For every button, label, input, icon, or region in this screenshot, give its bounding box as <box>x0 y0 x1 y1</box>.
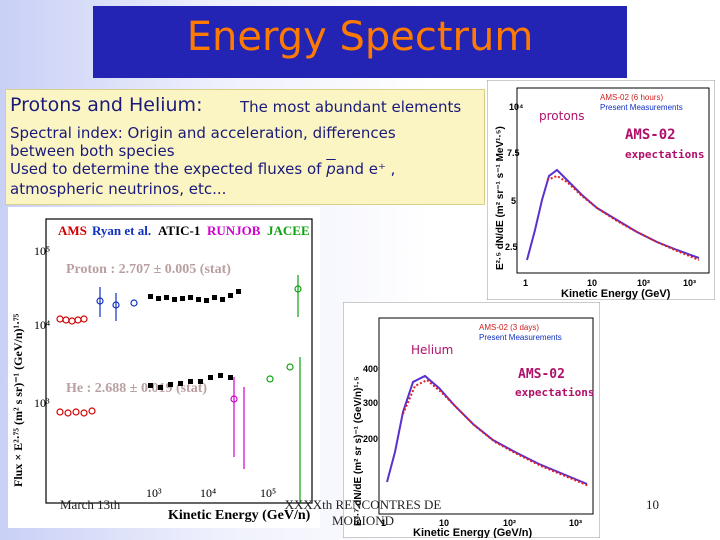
helium-ytick-2: 300 <box>363 398 378 408</box>
legend-atic: ATIC-1 <box>158 223 200 238</box>
proton-ryan-points <box>96 287 138 321</box>
protons-legend-ams02: AMS-02 (6 hours) <box>600 93 663 102</box>
info-line-2: between both species <box>10 142 175 160</box>
info-line-3a: Used to determine the expected fluxes of <box>10 160 322 178</box>
info-heading-sub: The most abundant elements <box>240 98 462 116</box>
helium-legend-present: Present Measurements <box>479 333 562 342</box>
helium-ylabel: E²·⁷ dN/dE (m² sr s)⁻¹ (GeV/n)¹·⁵ <box>353 376 364 526</box>
protons-ytick-4: 2.5 <box>505 242 518 252</box>
info-line-1: Spectral index: Origin and acceleration,… <box>10 124 396 142</box>
info-line-4: atmospheric neutrinos, etc... <box>10 180 227 198</box>
info-line-3b: and e⁺ , <box>335 160 396 178</box>
helium-xtick-4: 10³ <box>569 518 582 528</box>
protons-ams02-sub: expectations <box>625 148 705 161</box>
protons-xtick-3: 10² <box>637 278 650 288</box>
title-banner <box>93 6 627 78</box>
info-heading: Protons and Helium: <box>10 94 203 116</box>
legend-runjob: RUNJOB <box>207 223 261 238</box>
legend-ryan: Ryan et al. <box>92 223 151 238</box>
helium-xlabel: Kinetic Energy (GeV/n) <box>413 527 533 538</box>
ytick-1e4: 10⁴ <box>34 318 50 332</box>
protons-ytick-3: 5 <box>511 196 516 206</box>
proton-ams-points <box>56 315 88 325</box>
protons-ytick-1: 10⁴ <box>509 102 523 112</box>
protons-xlabel: Kinetic Energy (GeV) <box>561 288 671 300</box>
protons-ylabel: E²·⁵ dN/dE (m² sr⁻¹ s⁻¹ MeV¹·⁵) <box>495 126 506 270</box>
helium-ams02-curve <box>402 378 590 487</box>
helium-label: Helium <box>411 343 453 357</box>
helium-ytick-3: 200 <box>363 434 378 444</box>
protons-xtick-1: 1 <box>523 278 528 288</box>
helium-ytick-1: 400 <box>363 364 378 374</box>
proton-atic-points <box>148 289 241 303</box>
left-ylabel: Flux × E²·⁷⁵ (m² s sr)⁻¹ (GeV/n)¹·⁷⁵ <box>11 313 25 487</box>
helium-plot: Helium AMS-02 (3 days) Present Measureme… <box>343 302 600 538</box>
helium-runjob-points <box>230 377 245 469</box>
legend-jacee: JACEE <box>267 223 310 238</box>
legend-ams: AMS <box>58 223 87 238</box>
xtick-1e5: 10⁵ <box>260 486 276 500</box>
footer-date: March 13th <box>60 497 121 512</box>
helium-jacee-points <box>266 357 301 503</box>
protons-legend-present: Present Measurements <box>600 103 683 112</box>
footer-conference-1: XXXXth RENCONTRES DE <box>284 497 442 512</box>
helium-index-label: He : 2.688 ± 0.019 (stat) <box>66 381 207 396</box>
helium-xtick-3: 10² <box>503 518 516 528</box>
helium-ams02-sub: expectations <box>515 386 595 399</box>
protons-plot: protons AMS-02 (6 hours) Present Measure… <box>487 80 715 300</box>
helium-legend-ams02: AMS-02 (3 days) <box>479 323 539 332</box>
helium-xtick-2: 10 <box>439 518 449 528</box>
slide-title: Energy Spectrum <box>186 14 534 60</box>
protons-ams02-title: AMS-02 <box>625 127 676 143</box>
pbar-symbol: p <box>326 160 336 178</box>
helium-xtick-1: 1 <box>381 518 386 528</box>
left-xlabel: Kinetic Energy (GeV/n) <box>168 508 311 523</box>
footer-page-number: 10 <box>646 497 659 512</box>
ytick-1e5: 10⁵ <box>34 244 50 258</box>
left-plot: AMS Ryan et al. ATIC-1 RUNJOB JACEE Prot… <box>8 207 320 528</box>
protons-ams02-curve <box>546 174 700 261</box>
footer-conference-2: MORIOND <box>331 513 395 528</box>
protons-xtick-4: 10³ <box>683 278 696 288</box>
xtick-1e3: 10³ <box>146 486 162 500</box>
protons-present-curve <box>526 168 700 261</box>
protons-xtick-2: 10 <box>587 278 597 288</box>
helium-atic-points <box>148 373 233 390</box>
protons-ytick-2: 7.5 <box>507 148 520 158</box>
info-line-3: Used to determine the expected fluxes of… <box>10 160 395 178</box>
helium-ams-points <box>56 407 96 417</box>
helium-ams02-title: AMS-02 <box>518 367 565 382</box>
protons-label: protons <box>539 109 585 123</box>
xtick-1e4: 10⁴ <box>200 486 216 500</box>
proton-jacee-points <box>294 275 302 317</box>
ytick-1e3: 10³ <box>34 396 50 410</box>
proton-index-label: Proton : 2.707 ± 0.005 (stat) <box>66 262 231 277</box>
info-box <box>5 89 485 205</box>
